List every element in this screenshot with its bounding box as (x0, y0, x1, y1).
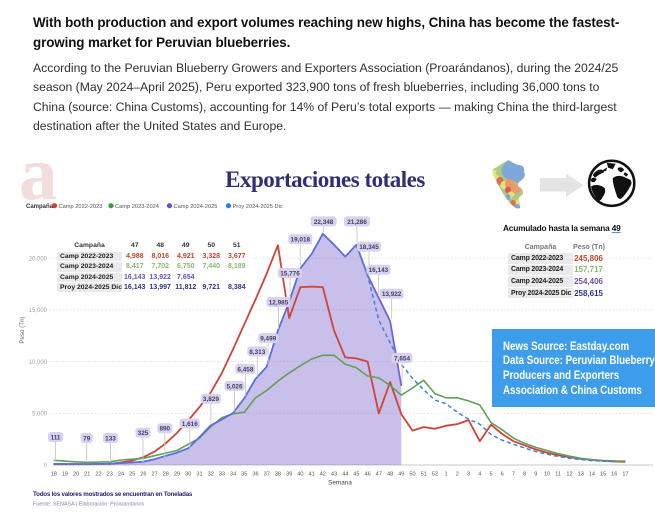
svg-text:20,000: 20,000 (29, 256, 48, 262)
svg-text:15,000: 15,000 (29, 308, 48, 314)
svg-text:47: 47 (376, 472, 382, 478)
svg-text:3: 3 (467, 472, 470, 478)
svg-text:40: 40 (297, 472, 303, 478)
svg-text:15: 15 (600, 472, 606, 478)
svg-text:19,018: 19,018 (291, 237, 311, 244)
svg-text:33: 33 (219, 472, 225, 478)
svg-text:2: 2 (456, 472, 459, 478)
svg-text:52: 52 (432, 472, 438, 478)
svg-text:31: 31 (196, 472, 202, 478)
svg-text:9: 9 (534, 472, 537, 478)
svg-text:3,829: 3,829 (203, 396, 219, 403)
svg-text:42: 42 (320, 472, 326, 478)
svg-text:5: 5 (489, 472, 492, 478)
svg-text:21: 21 (84, 472, 90, 478)
svg-text:21,286: 21,286 (347, 219, 367, 226)
svg-text:10,000: 10,000 (29, 360, 48, 366)
svg-text:22,348: 22,348 (314, 219, 334, 226)
svg-text:43: 43 (331, 472, 337, 478)
svg-text:Todos los valores mostrados se: Todos los valores mostrados se encuentra… (33, 491, 193, 498)
svg-text:6,458: 6,458 (237, 366, 253, 373)
svg-text:18: 18 (51, 472, 57, 478)
svg-text:1: 1 (445, 472, 448, 478)
svg-text:45: 45 (353, 472, 359, 478)
svg-text:16: 16 (611, 472, 617, 478)
svg-text:16,143: 16,143 (369, 267, 389, 274)
svg-text:Semana: Semana (328, 480, 352, 487)
svg-text:6: 6 (501, 472, 504, 478)
svg-text:36: 36 (252, 472, 258, 478)
svg-text:0: 0 (44, 463, 48, 469)
svg-text:25: 25 (129, 472, 135, 478)
svg-text:1,616: 1,616 (182, 421, 198, 428)
svg-text:50: 50 (409, 472, 415, 478)
svg-text:Camp 2024-2025: Camp 2024-2025 (174, 204, 218, 210)
svg-text:12,985: 12,985 (269, 299, 289, 306)
svg-text:29: 29 (174, 472, 180, 478)
svg-text:22: 22 (95, 472, 101, 478)
svg-text:325: 325 (138, 430, 149, 437)
svg-text:13: 13 (578, 472, 584, 478)
svg-text:26: 26 (140, 472, 146, 478)
svg-text:13,922: 13,922 (382, 291, 402, 298)
svg-text:51: 51 (421, 472, 427, 478)
svg-text:49: 49 (398, 472, 404, 478)
svg-text:28: 28 (163, 472, 169, 478)
svg-text:Camp 2022-2023: Camp 2022-2023 (59, 204, 103, 210)
svg-text:15,776: 15,776 (280, 270, 300, 277)
svg-text:23: 23 (107, 472, 113, 478)
svg-text:11: 11 (555, 472, 561, 478)
svg-text:18,345: 18,345 (359, 244, 379, 251)
svg-text:19: 19 (62, 472, 68, 478)
svg-text:79: 79 (83, 435, 91, 442)
svg-text:30: 30 (185, 472, 191, 478)
svg-text:24: 24 (118, 472, 124, 478)
svg-text:Proy 2024-2025 Dic: Proy 2024-2025 Dic (233, 204, 283, 210)
svg-text:20: 20 (73, 472, 79, 478)
svg-text:Exportaciones totales: Exportaciones totales (225, 167, 425, 192)
svg-text:10: 10 (544, 472, 550, 478)
svg-text:Camp 2023-2024: Camp 2023-2024 (115, 204, 159, 210)
svg-text:12: 12 (566, 472, 572, 478)
svg-text:38: 38 (275, 472, 281, 478)
svg-text:46: 46 (364, 472, 370, 478)
svg-text:48: 48 (387, 472, 393, 478)
svg-text:5,026: 5,026 (227, 383, 243, 390)
svg-text:a: a (19, 130, 58, 216)
svg-text:Fuente: SENASA | Elaboración:: Fuente: SENASA | Elaboración: Proarandan… (33, 502, 144, 508)
svg-text:Campaña: Campaña (26, 204, 54, 210)
svg-text:17: 17 (622, 472, 628, 478)
svg-text:133: 133 (105, 435, 116, 442)
svg-text:111: 111 (51, 434, 61, 441)
svg-text:9,499: 9,499 (260, 336, 276, 343)
svg-text:4: 4 (478, 472, 481, 478)
svg-text:32: 32 (208, 472, 214, 478)
svg-text:37: 37 (264, 472, 270, 478)
svg-text:7: 7 (512, 472, 515, 478)
svg-text:14: 14 (589, 472, 595, 478)
svg-text:39: 39 (286, 472, 292, 478)
svg-text:5,000: 5,000 (32, 412, 48, 418)
svg-text:7,654: 7,654 (394, 355, 410, 362)
svg-text:890: 890 (159, 426, 170, 433)
svg-text:8,313: 8,313 (249, 349, 265, 356)
svg-text:44: 44 (342, 472, 348, 478)
svg-text:27: 27 (151, 472, 157, 478)
svg-text:41: 41 (308, 472, 314, 478)
svg-text:35: 35 (241, 472, 247, 478)
svg-text:Peso (Tn): Peso (Tn) (19, 316, 26, 343)
svg-text:8: 8 (523, 472, 526, 478)
svg-text:34: 34 (230, 472, 236, 478)
